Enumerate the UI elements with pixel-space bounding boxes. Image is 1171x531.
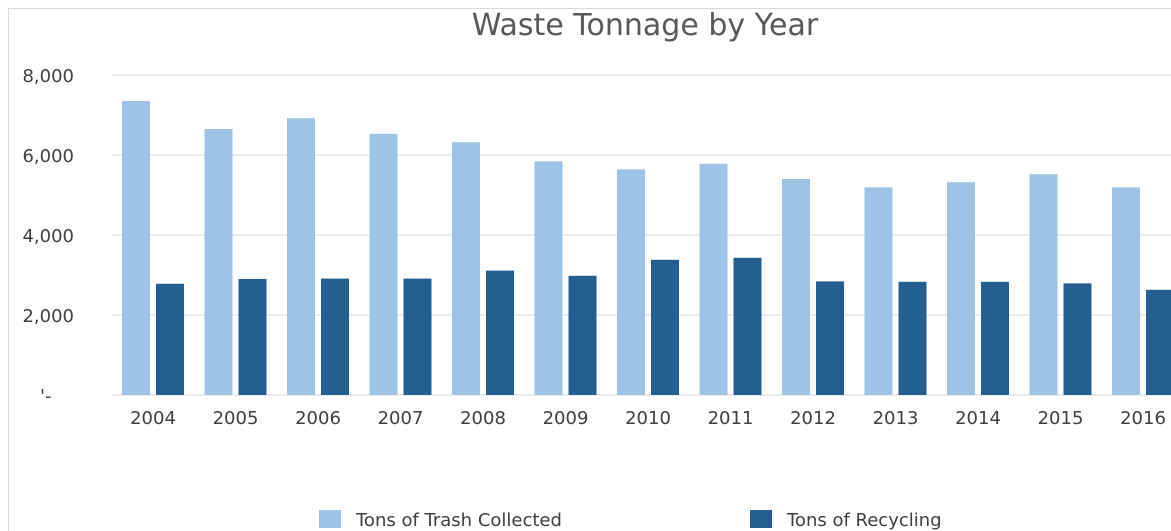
x-tick-label: 2005 [213, 408, 259, 429]
x-tick-label: 2010 [625, 408, 671, 429]
bar-recycling-2014 [981, 281, 1009, 395]
bar-recycling-2012 [816, 281, 844, 395]
bar-trash-2005 [204, 129, 233, 395]
bar-recycling-2007 [403, 278, 432, 395]
y-tick-label: 4,000 [22, 226, 74, 247]
x-tick-label: 2006 [295, 408, 341, 429]
bar-recycling-2015 [1063, 283, 1092, 395]
y-tick-label: '- [40, 386, 51, 407]
bar-recycling-2013 [898, 281, 927, 395]
x-tick-label: 2007 [378, 408, 424, 429]
y-tick-label: 8,000 [22, 66, 74, 87]
bar-trash-2008 [452, 142, 480, 395]
bar-trash-2010 [617, 169, 645, 395]
bar-trash-2012 [782, 179, 810, 395]
y-tick-label: 2,000 [22, 306, 74, 327]
bar-recycling-2016 [1146, 289, 1171, 395]
y-tick-label: 6,000 [22, 146, 74, 167]
x-tick-label: 2015 [1038, 408, 1084, 429]
x-tick-label: 2016 [1120, 408, 1166, 429]
legend-label: Tons of Recycling [786, 510, 942, 531]
legend: Tons of Trash Collected Tons of Recycling [319, 510, 942, 531]
bar-trash-2016 [1112, 187, 1140, 395]
bar-trash-2013 [864, 187, 893, 395]
x-tick-label: 2014 [955, 408, 1001, 429]
bar-trash-2006 [287, 118, 315, 395]
chart-title: Waste Tonnage by Year [471, 8, 819, 43]
bar-recycling-2011 [733, 257, 762, 395]
x-tick-label: 2011 [708, 408, 754, 429]
bar-trash-2011 [699, 163, 728, 395]
bar-recycling-2009 [568, 275, 597, 395]
legend-swatch [750, 510, 772, 528]
bar-trash-2004 [122, 101, 150, 395]
legend-swatch [319, 510, 341, 528]
chart-frame [8, 8, 1171, 531]
legend-label: Tons of Trash Collected [355, 510, 562, 531]
bar-trash-2014 [947, 182, 975, 395]
x-tick-label: 2008 [460, 408, 506, 429]
bar-trash-2009 [534, 161, 563, 395]
bar-recycling-2005 [238, 279, 267, 395]
bar-recycling-2004 [156, 283, 184, 395]
bar-trash-2007 [369, 133, 398, 396]
bar-recycling-2008 [486, 270, 514, 395]
bar-trash-2015 [1029, 174, 1058, 395]
x-tick-label: 2009 [543, 408, 589, 429]
bar-recycling-2006 [321, 278, 349, 395]
bar-recycling-2010 [651, 259, 679, 395]
x-tick-label: 2012 [790, 408, 836, 429]
x-tick-label: 2004 [130, 408, 176, 429]
tick-labels: '- 2,000 4,000 6,000 8,000 2004 2005 2006 2007 20… [22, 66, 1165, 429]
bars [122, 101, 1171, 396]
x-tick-label: 2013 [873, 408, 919, 429]
